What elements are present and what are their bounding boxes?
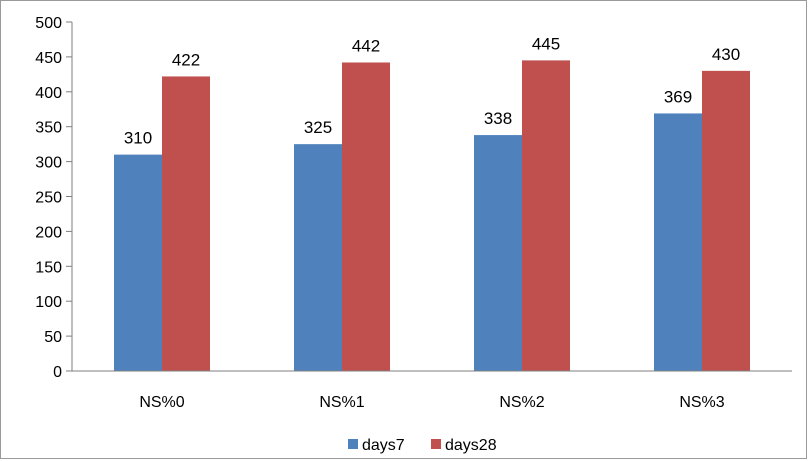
legend-label-days28: days28: [445, 437, 497, 454]
legend-swatch-days7: [348, 439, 358, 449]
y-tick-label: 350: [35, 120, 62, 137]
data-label-days7-2: 338: [484, 109, 512, 128]
y-tick-label: 400: [35, 85, 62, 102]
x-tick-label: NS%2: [499, 394, 544, 411]
data-label-days28-3: 430: [712, 45, 740, 64]
y-tick-label: 50: [44, 329, 62, 346]
x-tick-label: NS%1: [319, 394, 364, 411]
data-label-days7-0: 310: [124, 129, 152, 148]
bar-days28-3: [702, 70, 750, 372]
y-tick-label: 0: [53, 364, 62, 381]
y-tick-label: 200: [35, 224, 62, 241]
legend: days7 days28: [348, 437, 497, 454]
y-axis: 0 50 100 150 200 250 300 350 400 450 500: [35, 15, 73, 381]
data-label-days7-1: 325: [304, 118, 332, 137]
bar-days28-0: [162, 76, 210, 371]
y-tick-label: 150: [35, 259, 62, 276]
bar-days7-0: [114, 154, 162, 371]
bar-days7-2: [474, 135, 522, 371]
y-tick-label: 100: [35, 294, 62, 311]
bar-days28-1: [342, 62, 390, 371]
y-tick-label: 450: [35, 50, 62, 67]
y-tick-label: 300: [35, 155, 62, 172]
bar-days7-1: [294, 144, 342, 371]
data-label-days28-2: 445: [532, 34, 560, 53]
x-tick-label: NS%0: [139, 394, 184, 411]
x-axis: NS%0 NS%1 NS%2 NS%3: [72, 370, 792, 411]
legend-swatch-days28: [431, 439, 441, 449]
data-label-days28-0: 422: [172, 50, 200, 69]
x-tick-label: NS%3: [679, 394, 724, 411]
data-label-days7-3: 369: [664, 87, 692, 106]
legend-label-days7: days7: [362, 437, 405, 454]
y-tick-label: 500: [35, 15, 62, 32]
bar-days7-3: [654, 113, 702, 372]
data-label-days28-1: 442: [352, 36, 380, 55]
y-tick-label: 250: [35, 190, 62, 207]
bar-days28-2: [522, 60, 570, 371]
bars: 310 422 325 442 338 445 369 430: [114, 34, 750, 372]
